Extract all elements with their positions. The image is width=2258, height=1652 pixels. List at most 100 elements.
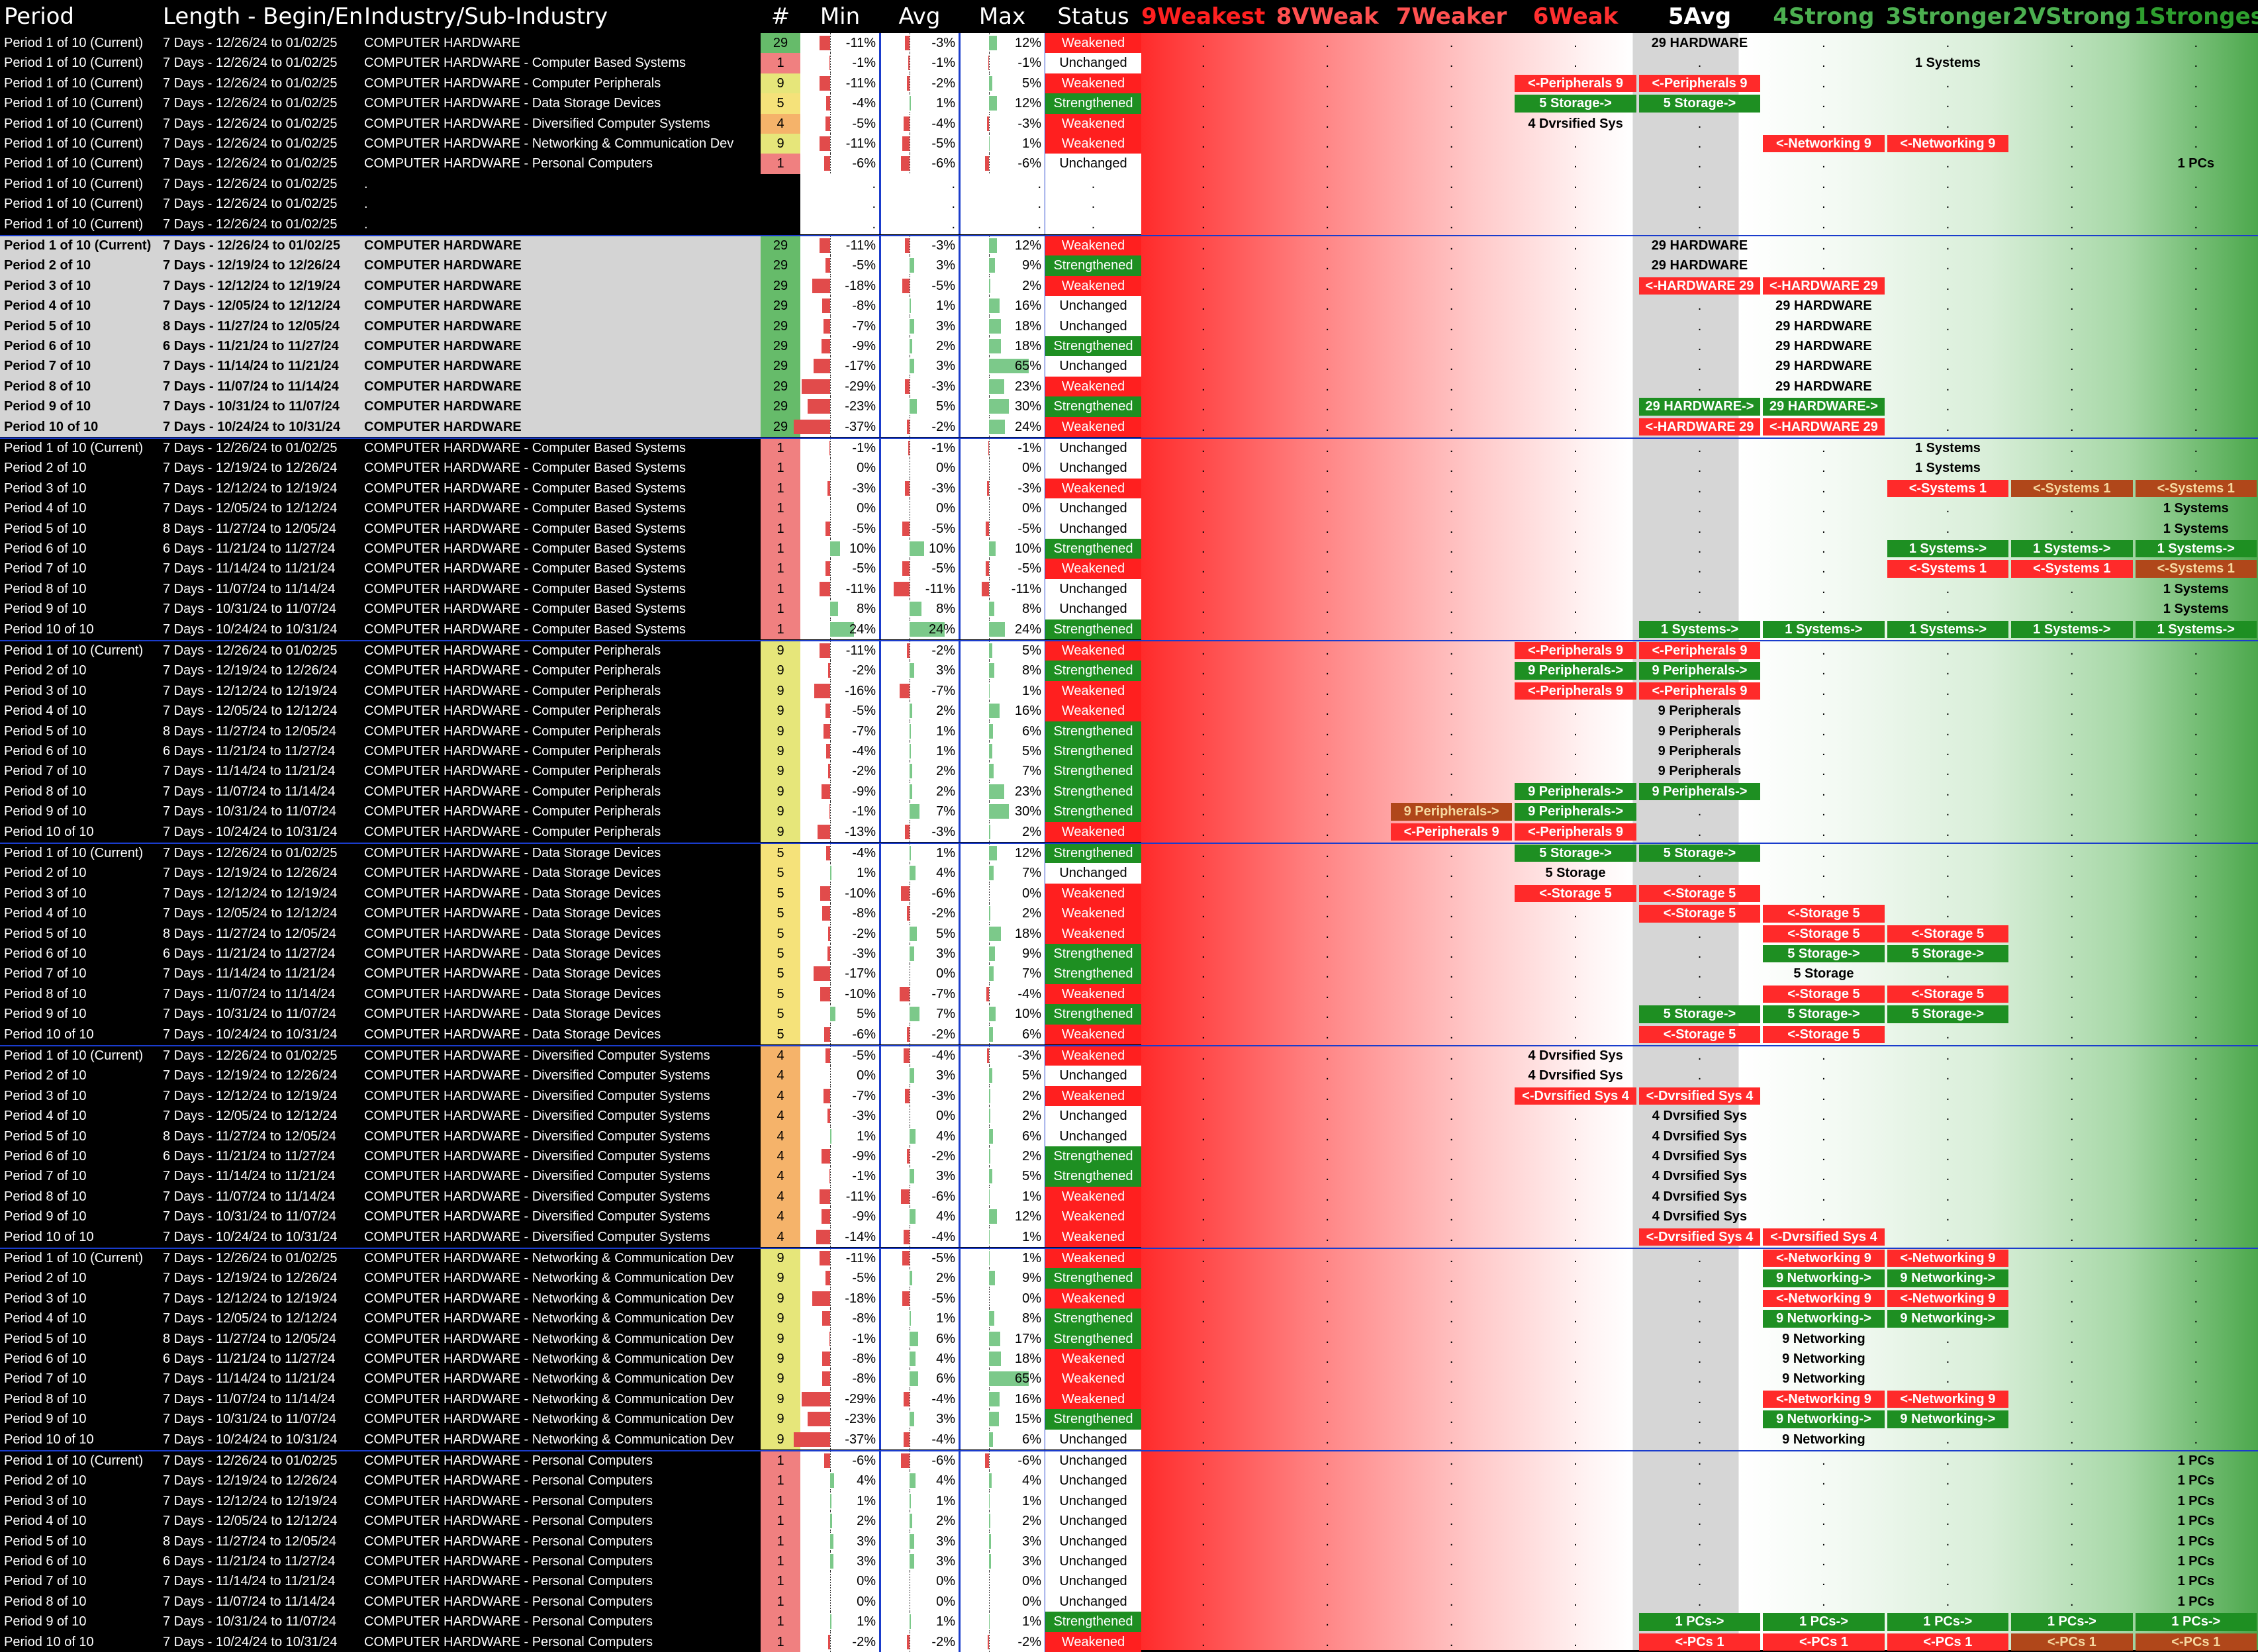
table-row[interactable]: Period 5 of 10 8 Days - 11/27/24 to 12/05…	[0, 1328, 2258, 1349]
table-row[interactable]: Period 8 of 10 7 Days - 11/07/24 to 11/14…	[0, 1186, 2258, 1207]
table-row[interactable]: Period 4 of 10 7 Days - 12/05/24 to 12/12…	[0, 1106, 2258, 1126]
table-row[interactable]: Period 7 of 10 7 Days - 11/14/24 to 11/21…	[0, 559, 2258, 579]
table-row[interactable]: Period 1 of 10 (Current) 7 Days - 12/26/2…	[0, 641, 2258, 661]
table-row[interactable]: Period 9 of 10 7 Days - 10/31/24 to 11/07…	[0, 599, 2258, 620]
table-row[interactable]: Period 6 of 10 6 Days - 11/21/24 to 11/27…	[0, 336, 2258, 357]
table-row[interactable]: Period 1 of 10 (Current) 7 Days - 12/26/2…	[0, 1451, 2258, 1471]
table-row[interactable]: Period 6 of 10 6 Days - 11/21/24 to 11/27…	[0, 1349, 2258, 1369]
table-row[interactable]: Period 3 of 10 7 Days - 12/12/24 to 12/19…	[0, 275, 2258, 297]
table-row[interactable]: Period 1 of 10 (Current) 7 Days - 12/26/2…	[0, 154, 2258, 174]
table-row[interactable]: Period 5 of 10 8 Days - 11/27/24 to 12/05…	[0, 1126, 2258, 1146]
table-row[interactable]: Period 3 of 10 7 Days - 12/12/24 to 12/19…	[0, 1085, 2258, 1107]
table-row[interactable]: Period 9 of 10 7 Days - 10/31/24 to 11/07…	[0, 802, 2258, 822]
table-row[interactable]: Period 3 of 10 7 Days - 12/12/24 to 12/19…	[0, 1491, 2258, 1512]
table-row[interactable]: Period 4 of 10 7 Days - 12/05/24 to 12/12…	[0, 1511, 2258, 1532]
table-row[interactable]: Period 10 of 10 7 Days - 10/24/24 to 10/3…	[0, 1631, 2258, 1652]
table-row[interactable]: Period 1 of 10 (Current) 7 Days - 12/26/2…	[0, 1248, 2258, 1269]
table-row[interactable]: Period 9 of 10 7 Days - 10/31/24 to 11/07…	[0, 1409, 2258, 1430]
table-row[interactable]: Period 1 of 10 (Current) 7 Days - 12/26/2…	[0, 214, 2258, 234]
table-row[interactable]: Period 8 of 10 7 Days - 11/07/24 to 11/14…	[0, 376, 2258, 397]
header-industry[interactable]: Industry/Sub-Industry	[364, 3, 608, 30]
header-length[interactable]: Length - Begin/End	[163, 3, 361, 30]
table-row[interactable]: Period 1 of 10 (Current) 7 Days - 12/26/2…	[0, 73, 2258, 94]
table-row[interactable]: Period 4 of 10 7 Days - 12/05/24 to 12/12…	[0, 1308, 2258, 1329]
count-cell: 1	[761, 438, 800, 459]
table-row[interactable]: Period 9 of 10 7 Days - 10/31/24 to 11/07…	[0, 1004, 2258, 1025]
table-row[interactable]: Period 1 of 10 (Current) 7 Days - 12/26/2…	[0, 843, 2258, 864]
table-row[interactable]: Period 5 of 10 8 Days - 11/27/24 to 12/05…	[0, 518, 2258, 539]
table-row[interactable]: Period 7 of 10 7 Days - 11/14/24 to 11/21…	[0, 356, 2258, 377]
table-row[interactable]: Period 5 of 10 8 Days - 11/27/24 to 12/05…	[0, 1531, 2258, 1551]
table-row[interactable]: Period 10 of 10 7 Days - 10/24/24 to 10/3…	[0, 1429, 2258, 1449]
table-row[interactable]: Period 7 of 10 7 Days - 11/14/24 to 11/21…	[0, 761, 2258, 782]
table-row[interactable]: Period 2 of 10 7 Days - 12/19/24 to 12/26…	[0, 255, 2258, 276]
table-row[interactable]: Period 3 of 10 7 Days - 12/12/24 to 12/19…	[0, 883, 2258, 904]
table-row[interactable]: Period 1 of 10 (Current) 7 Days - 12/26/2…	[0, 1046, 2258, 1066]
table-row[interactable]: Period 8 of 10 7 Days - 11/07/24 to 11/14…	[0, 781, 2258, 802]
table-row[interactable]: Period 9 of 10 7 Days - 10/31/24 to 11/07…	[0, 1207, 2258, 1227]
table-row[interactable]: Period 9 of 10 7 Days - 10/31/24 to 11/07…	[0, 396, 2258, 417]
header-strength-1[interactable]: 9Weakest	[1141, 3, 1266, 30]
header-strength-8[interactable]: 2VStrong	[2012, 3, 2132, 30]
header-strength-6[interactable]: 4Strong	[1773, 3, 1875, 30]
header-period[interactable]: Period	[4, 3, 75, 30]
header-strength-9[interactable]: 1Strongest	[2134, 3, 2258, 30]
table-row[interactable]: Period 1 of 10 (Current) 7 Days - 12/26/2…	[0, 93, 2258, 114]
table-row[interactable]: Period 8 of 10 7 Days - 11/07/24 to 11/14…	[0, 1389, 2258, 1410]
table-row[interactable]: Period 8 of 10 7 Days - 11/07/24 to 11/14…	[0, 578, 2258, 600]
table-row[interactable]: Period 5 of 10 8 Days - 11/27/24 to 12/05…	[0, 316, 2258, 336]
table-row[interactable]: Period 4 of 10 7 Days - 12/05/24 to 12/12…	[0, 903, 2258, 924]
table-row[interactable]: Period 2 of 10 7 Days - 12/19/24 to 12/26…	[0, 458, 2258, 479]
table-row[interactable]: Period 7 of 10 7 Days - 11/14/24 to 11/21…	[0, 1166, 2258, 1187]
table-row[interactable]: Period 6 of 10 6 Days - 11/21/24 to 11/27…	[0, 1146, 2258, 1167]
table-row[interactable]: Period 6 of 10 6 Days - 11/21/24 to 11/27…	[0, 1551, 2258, 1572]
table-row[interactable]: Period 2 of 10 7 Days - 12/19/24 to 12/26…	[0, 1471, 2258, 1491]
table-row[interactable]: Period 10 of 10 7 Days - 10/24/24 to 10/3…	[0, 821, 2258, 842]
table-row[interactable]: Period 4 of 10 7 Days - 12/05/24 to 12/12…	[0, 701, 2258, 721]
table-row[interactable]: Period 6 of 10 6 Days - 11/21/24 to 11/27…	[0, 944, 2258, 964]
table-row[interactable]: Period 9 of 10 7 Days - 10/31/24 to 11/07…	[0, 1612, 2258, 1632]
header-status[interactable]: Status	[1057, 3, 1129, 30]
table-row[interactable]: Period 10 of 10 7 Days - 10/24/24 to 10/3…	[0, 1024, 2258, 1044]
table-row[interactable]: Period 1 of 10 (Current) 7 Days - 12/26/2…	[0, 53, 2258, 73]
header-count[interactable]: #	[771, 3, 790, 30]
table-row[interactable]: Period 2 of 10 7 Days - 12/19/24 to 12/26…	[0, 1268, 2258, 1289]
table-row[interactable]: Period 10 of 10 7 Days - 10/24/24 to 10/3…	[0, 416, 2258, 437]
header-strength-3[interactable]: 7Weaker	[1395, 3, 1507, 30]
table-row[interactable]: Period 1 of 10 (Current) 7 Days - 12/26/2…	[0, 194, 2258, 214]
header-max[interactable]: Max	[978, 3, 1026, 30]
table-row[interactable]: Period 3 of 10 7 Days - 12/12/24 to 12/19…	[0, 478, 2258, 499]
table-row[interactable]: Period 3 of 10 7 Days - 12/12/24 to 12/19…	[0, 680, 2258, 702]
table-row[interactable]: Period 4 of 10 7 Days - 12/05/24 to 12/12…	[0, 498, 2258, 519]
table-row[interactable]: Period 2 of 10 7 Days - 12/19/24 to 12/26…	[0, 863, 2258, 884]
table-row[interactable]: Period 5 of 10 8 Days - 11/27/24 to 12/05…	[0, 721, 2258, 741]
table-row[interactable]: Period 7 of 10 7 Days - 11/14/24 to 11/21…	[0, 1369, 2258, 1389]
table-row[interactable]: Period 1 of 10 (Current) 7 Days - 12/26/2…	[0, 134, 2258, 154]
table-row[interactable]: Period 6 of 10 6 Days - 11/21/24 to 11/27…	[0, 539, 2258, 559]
table-row[interactable]: Period 7 of 10 7 Days - 11/14/24 to 11/21…	[0, 1571, 2258, 1592]
header-strength-7[interactable]: 3Stronger	[1885, 3, 2010, 30]
table-row[interactable]: Period 3 of 10 7 Days - 12/12/24 to 12/19…	[0, 1288, 2258, 1309]
table-row[interactable]: Period 1 of 10 (Current) 7 Days - 12/26/2…	[0, 236, 2258, 256]
table-row[interactable]: Period 4 of 10 7 Days - 12/05/24 to 12/12…	[0, 296, 2258, 316]
strength-tag: 1 Systems->	[2135, 540, 2257, 558]
header-min[interactable]: Min	[820, 3, 861, 30]
table-row[interactable]: Period 2 of 10 7 Days - 12/19/24 to 12/26…	[0, 661, 2258, 681]
status-badge: Unchanged	[1045, 1106, 1141, 1126]
table-row[interactable]: Period 1 of 10 (Current) 7 Days - 12/26/2…	[0, 113, 2258, 134]
header-strength-4[interactable]: 6Weak	[1532, 3, 1619, 30]
table-row[interactable]: Period 5 of 10 8 Days - 11/27/24 to 12/05…	[0, 923, 2258, 944]
table-row[interactable]: Period 7 of 10 7 Days - 11/14/24 to 11/21…	[0, 964, 2258, 984]
table-row[interactable]: Period 1 of 10 (Current) 7 Days - 12/26/2…	[0, 438, 2258, 459]
header-strength-5[interactable]: 5Avg	[1668, 3, 1732, 30]
table-row[interactable]: Period 1 of 10 (Current) 7 Days - 12/26/2…	[0, 173, 2258, 195]
header-strength-2[interactable]: 8VWeak	[1276, 3, 1379, 30]
table-row[interactable]: Period 6 of 10 6 Days - 11/21/24 to 11/27…	[0, 741, 2258, 762]
table-row[interactable]: Period 1 of 10 (Current) 7 Days - 12/26/2…	[0, 33, 2258, 54]
header-avg[interactable]: Avg	[898, 3, 941, 30]
table-row[interactable]: Period 10 of 10 7 Days - 10/24/24 to 10/3…	[0, 1226, 2258, 1247]
table-row[interactable]: Period 8 of 10 7 Days - 11/07/24 to 11/14…	[0, 984, 2258, 1005]
table-row[interactable]: Period 10 of 10 7 Days - 10/24/24 to 10/3…	[0, 619, 2258, 639]
table-row[interactable]: Period 2 of 10 7 Days - 12/19/24 to 12/26…	[0, 1066, 2258, 1086]
table-row[interactable]: Period 8 of 10 7 Days - 11/07/24 to 11/14…	[0, 1591, 2258, 1612]
